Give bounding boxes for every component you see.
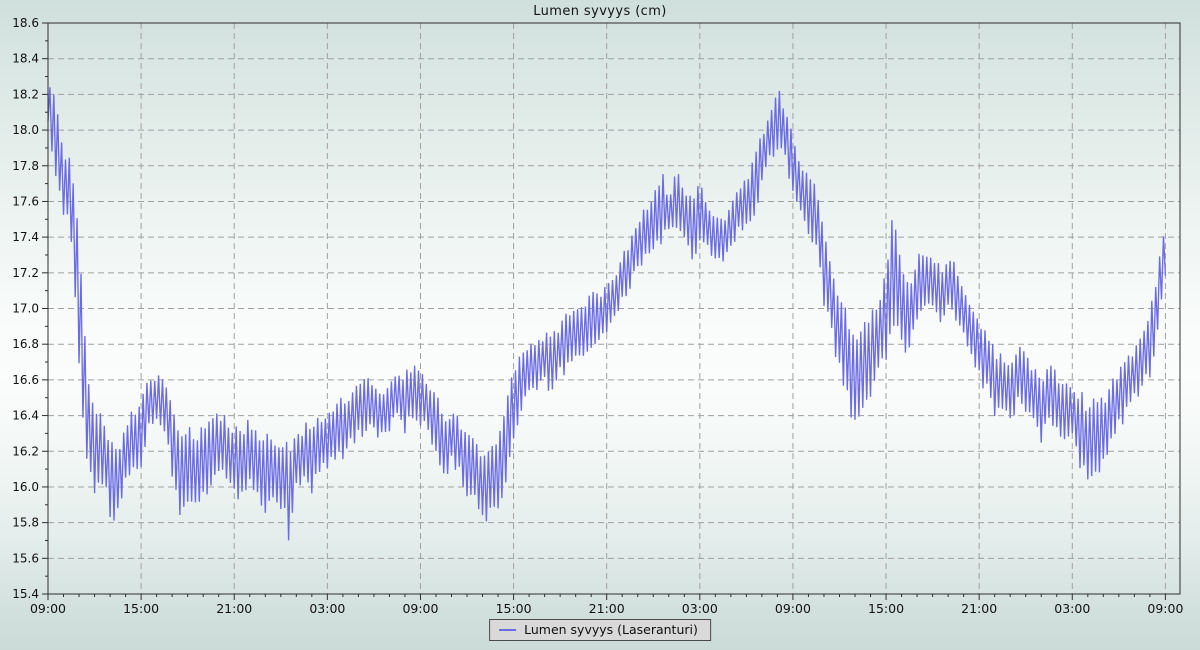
x-tick-label: 21:00 — [589, 601, 625, 616]
y-tick-label: 16.0 — [12, 480, 39, 494]
y-tick-label: 18.6 — [12, 16, 39, 30]
y-tick-label: 16.6 — [12, 373, 39, 387]
legend-label: Lumen syvyys (Laseranturi) — [524, 622, 698, 637]
x-tick-label: 09:00 — [775, 601, 811, 616]
y-tick-label: 15.4 — [12, 587, 39, 601]
x-tick-label: 21:00 — [216, 601, 252, 616]
y-tick-label: 16.4 — [12, 409, 39, 423]
legend-line-sample-icon — [499, 628, 517, 631]
x-tick-label: 15:00 — [496, 601, 532, 616]
y-tick-label: 18.2 — [12, 87, 39, 101]
legend: Lumen syvyys (Laseranturi) — [489, 619, 711, 641]
y-tick-label: 17.0 — [12, 302, 39, 316]
x-tick-label: 03:00 — [309, 601, 345, 616]
x-tick-label: 15:00 — [123, 601, 159, 616]
data-series-line — [47, 87, 1167, 541]
y-tick-label: 17.6 — [12, 194, 39, 208]
x-tick-label: 03:00 — [1054, 601, 1090, 616]
x-tick-label: 21:00 — [961, 601, 997, 616]
x-tick-label: 09:00 — [1147, 601, 1183, 616]
x-tick-label: 15:00 — [868, 601, 904, 616]
y-tick-label: 16.2 — [12, 444, 39, 458]
x-tick-label: 09:00 — [30, 601, 66, 616]
y-tick-label: 17.4 — [12, 230, 39, 244]
plot-border — [47, 22, 1181, 595]
y-tick-label: 18.4 — [12, 52, 39, 66]
y-tick-label: 17.2 — [12, 266, 39, 280]
y-tick-label: 15.6 — [12, 551, 39, 565]
y-tick-label: 17.8 — [12, 159, 39, 173]
x-tick-label: 03:00 — [682, 601, 718, 616]
y-tick-label: 18.0 — [12, 123, 39, 137]
x-tick-label: 09:00 — [402, 601, 438, 616]
y-tick-label: 16.8 — [12, 337, 39, 351]
y-tick-label: 15.8 — [12, 516, 39, 530]
chart-title: Lumen syvyys (cm) — [533, 4, 667, 19]
